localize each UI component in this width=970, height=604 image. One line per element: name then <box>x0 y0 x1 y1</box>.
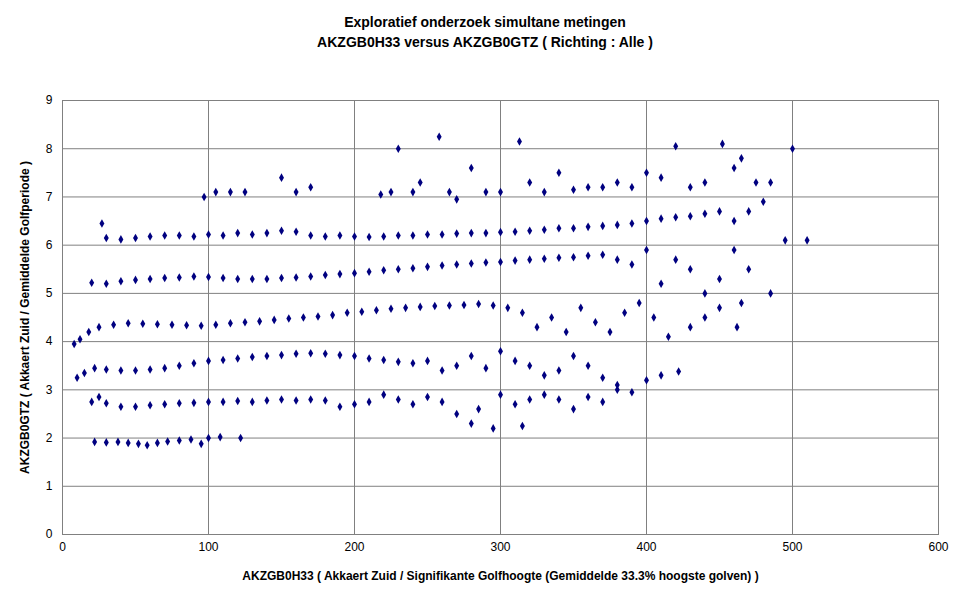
svg-text:400: 400 <box>636 540 656 554</box>
svg-text:1: 1 <box>46 479 53 493</box>
svg-text:2: 2 <box>46 431 53 445</box>
html-text:AKZGB0H33 versus AKZGB0GTZ ( R: AKZGB0H33 versus AKZGB0GTZ ( Richting : … <box>317 34 653 50</box>
svg-text:0: 0 <box>59 540 66 554</box>
svg-text:3: 3 <box>46 383 53 397</box>
html-text:Exploratief onderzoek simultan: Exploratief onderzoek simultane metingen <box>344 14 626 30</box>
svg-text:600: 600 <box>928 540 948 554</box>
svg-text:100: 100 <box>198 540 218 554</box>
svg-text:200: 200 <box>344 540 364 554</box>
svg-text:0: 0 <box>46 527 53 541</box>
svg-text:9: 9 <box>46 93 53 107</box>
svg-text:AKZGB0GTZ ( Akkaert Zuid / Gem: AKZGB0GTZ ( Akkaert Zuid / Gemiddelde Go… <box>18 161 32 474</box>
svg-text:4: 4 <box>46 334 53 348</box>
svg-text:300: 300 <box>490 540 510 554</box>
svg-text:5: 5 <box>46 286 53 300</box>
svg-text:500: 500 <box>782 540 802 554</box>
svg-text:7: 7 <box>46 190 53 204</box>
svg-text:AKZGB0H33 ( Akkaert Zuid / Sig: AKZGB0H33 ( Akkaert Zuid / Signifikante … <box>242 569 758 583</box>
svg-text:6: 6 <box>46 238 53 252</box>
svg-text:8: 8 <box>46 142 53 156</box>
